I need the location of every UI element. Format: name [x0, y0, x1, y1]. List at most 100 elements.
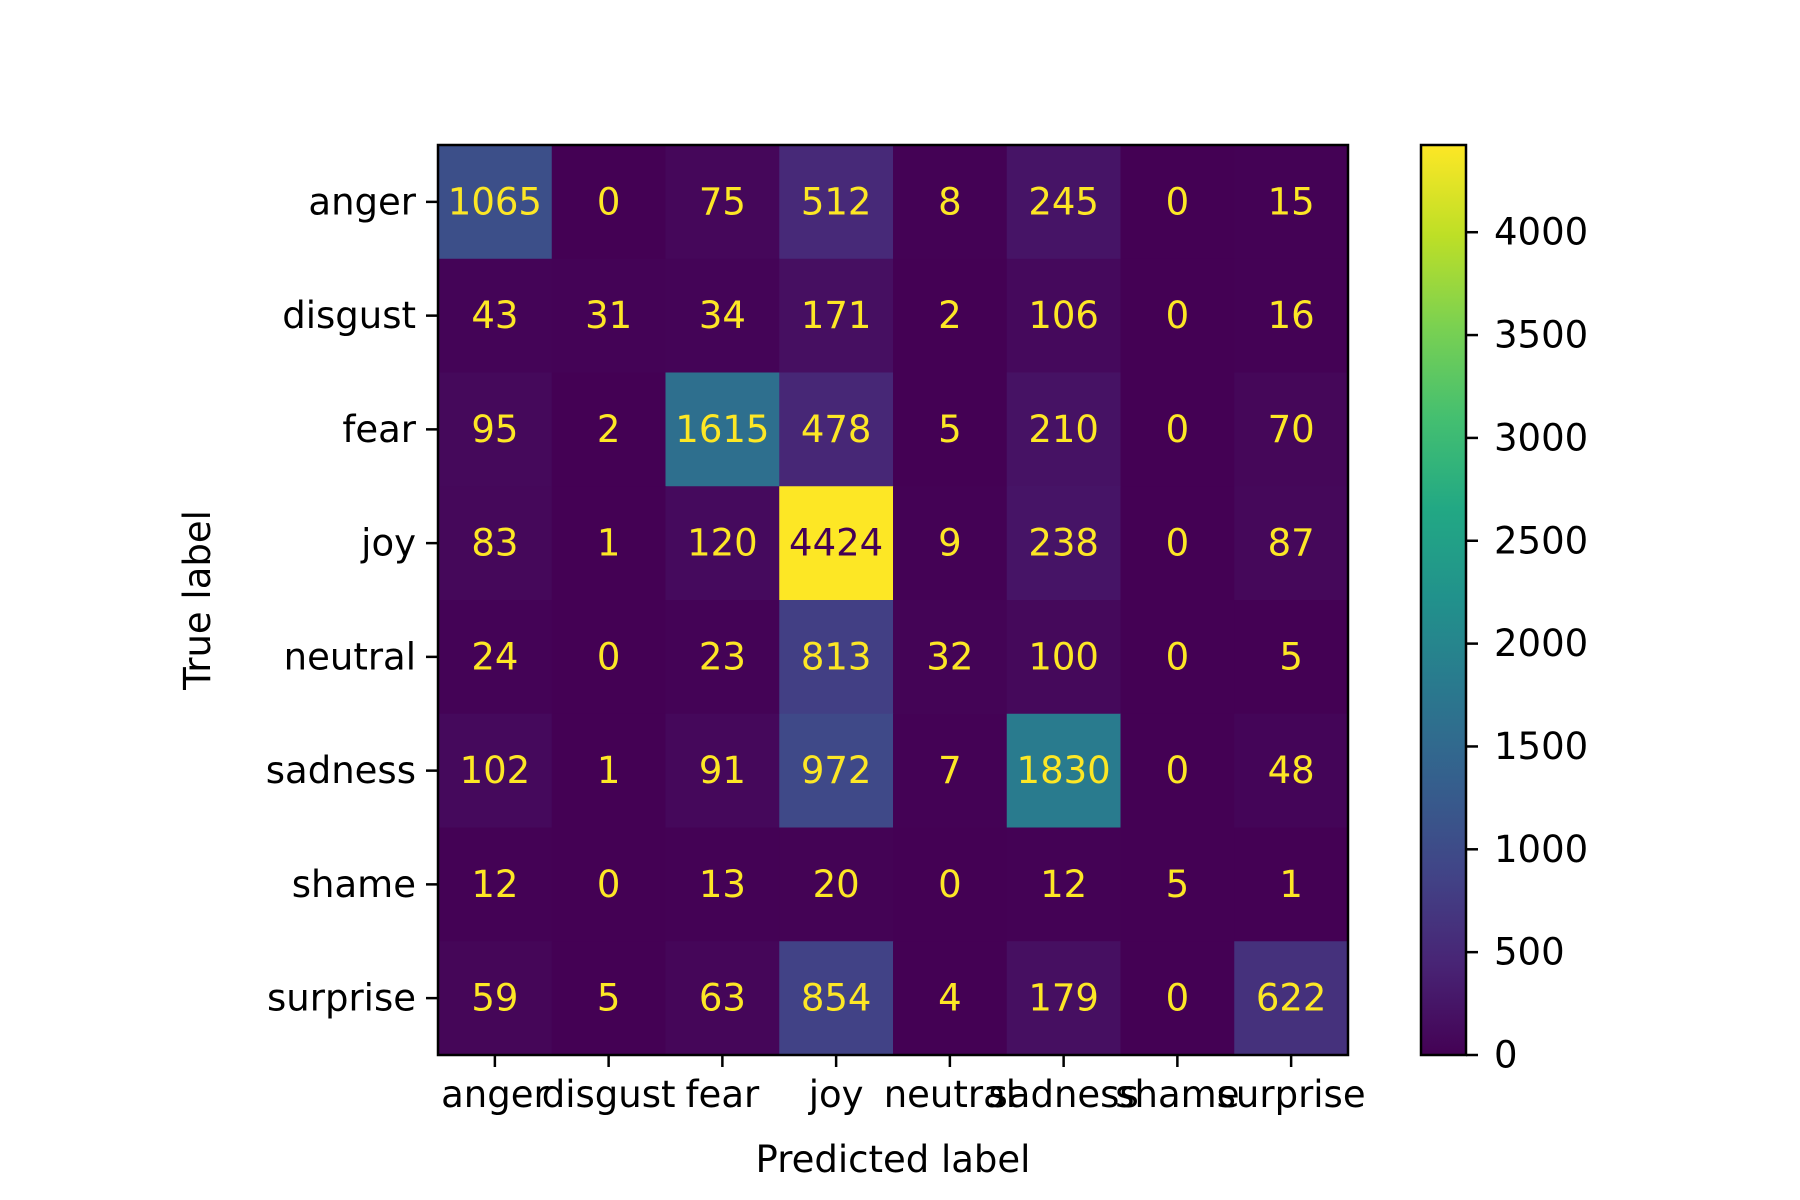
heatmap-cell: [665, 486, 780, 601]
heatmap-cell: [1234, 258, 1349, 374]
heatmap-cell: [1006, 600, 1122, 715]
heatmap-cell: [1120, 258, 1235, 374]
y-tick-label: joy: [360, 522, 416, 565]
cell-value-label: 59: [471, 977, 518, 1020]
cell-value-label: 91: [699, 749, 746, 792]
cell-value-label: 83: [471, 522, 518, 565]
x-tick-label: shame: [1115, 1073, 1239, 1116]
cell-value-label: 5: [1279, 635, 1303, 678]
cell-value-label: 8: [938, 180, 962, 223]
cell-value-label: 20: [813, 863, 860, 906]
cell-value-label: 16: [1268, 294, 1315, 337]
cell-value-label: 2: [938, 294, 962, 337]
colorbar-tick-label: 1500: [1494, 725, 1588, 768]
heatmap-cell: [438, 713, 553, 829]
heatmap-cell: [551, 827, 667, 942]
cell-value-label: 0: [1166, 180, 1190, 223]
heatmap-cell: [1006, 486, 1122, 601]
y-tick-label: fear: [342, 408, 416, 451]
heatmap-cell: [893, 258, 1008, 374]
cell-value-label: 972: [801, 749, 872, 792]
cell-value-label: 478: [801, 408, 872, 451]
y-tick-label: sadness: [266, 749, 416, 792]
colorbar: [1419, 143, 1468, 1057]
y-axis-ticks: anger disgust fear joy neutral sadness shame su…: [266, 180, 438, 1020]
cell-value-label: 2: [597, 408, 621, 451]
x-axis-label: Predicted label: [756, 1138, 1031, 1181]
colorbar-tick-label: 2000: [1494, 622, 1588, 665]
cell-value-label: 0: [1166, 294, 1190, 337]
cell-value-label: 5: [1166, 863, 1190, 906]
cell-value-label: 238: [1028, 522, 1099, 565]
heatmap-cell: [1120, 941, 1235, 1056]
colorbar-tick-label: 2500: [1494, 519, 1588, 562]
cell-value-label: 70: [1268, 408, 1315, 451]
heatmap-cell: [551, 600, 667, 715]
cell-value-label: 0: [938, 863, 962, 906]
heatmap-cell: [893, 713, 1008, 829]
heatmap-cell: [1006, 713, 1122, 829]
heatmap-cell: [1234, 713, 1349, 829]
cell-value-label: 24: [471, 635, 518, 678]
y-tick-label: disgust: [282, 294, 416, 337]
x-tick-label: surprise: [1217, 1073, 1366, 1116]
heatmap-cell: [438, 941, 553, 1056]
heatmap-cell: [551, 145, 667, 260]
heatmap-cell: [551, 941, 667, 1056]
heatmap-cell: [438, 258, 553, 374]
heatmap-cell: [1234, 145, 1349, 260]
colorbar-tick-label: 3500: [1494, 314, 1588, 357]
cell-value-label: 0: [597, 863, 621, 906]
cell-value-label: 12: [1040, 863, 1087, 906]
x-tick-label: anger: [441, 1073, 549, 1116]
cell-value-label: 43: [471, 294, 518, 337]
heatmap-cell: [1234, 486, 1349, 601]
cell-value-label: 63: [699, 977, 746, 1020]
cell-value-label: 7: [938, 749, 962, 792]
cell-value-label: 1065: [448, 180, 542, 223]
x-tick-label: sadness: [989, 1073, 1139, 1116]
colorbar-ticks: 0 500 1000 1500 2000 2500 3000 3500 4000: [1466, 211, 1588, 1077]
cell-value-label: 0: [1166, 522, 1190, 565]
cell-value-label: 13: [699, 863, 746, 906]
heatmap-cell: [1006, 145, 1122, 260]
heatmap-cell: [1120, 827, 1235, 942]
heatmap-cell: [1006, 941, 1122, 1056]
colorbar-tick-label: 500: [1494, 931, 1565, 974]
heatmap-cell: [1120, 372, 1235, 487]
cell-value-label: 0: [1166, 408, 1190, 451]
cell-value-label: 102: [460, 749, 531, 792]
cell-value-label: 1: [1279, 863, 1303, 906]
heatmap-cell: [438, 145, 553, 260]
x-tick-label: fear: [686, 1073, 760, 1116]
heatmap-cell: [665, 258, 780, 374]
colorbar-tick-label: 0: [1494, 1034, 1518, 1077]
colorbar-tick-label: 4000: [1494, 211, 1588, 254]
y-axis-label: True label: [176, 510, 219, 691]
heatmap-cell: [1120, 145, 1235, 260]
cell-value-label: 87: [1268, 522, 1315, 565]
heatmap-cell: [779, 258, 894, 374]
cell-value-label: 5: [938, 408, 962, 451]
cell-value-label: 5: [597, 977, 621, 1020]
cell-value-label: 12: [471, 863, 518, 906]
cell-value-label: 4: [938, 977, 962, 1020]
heatmap-cell: [665, 713, 780, 829]
heatmap-cell: [438, 486, 553, 601]
heatmap-cell: [893, 145, 1008, 260]
heatmap-cell: [438, 600, 553, 715]
heatmap-cell: [551, 713, 667, 829]
heatmap-cell: [665, 600, 780, 715]
cell-value-label: 106: [1028, 294, 1099, 337]
y-tick-label: surprise: [267, 977, 416, 1020]
heatmap-cell: [1234, 941, 1349, 1056]
heatmap-cell: [1234, 600, 1349, 715]
cell-value-label: 0: [1166, 977, 1190, 1020]
cell-value-label: 813: [801, 635, 872, 678]
heatmap-cell: [1006, 258, 1122, 374]
cell-value-label: 120: [687, 522, 758, 565]
cell-value-label: 15: [1268, 180, 1315, 223]
